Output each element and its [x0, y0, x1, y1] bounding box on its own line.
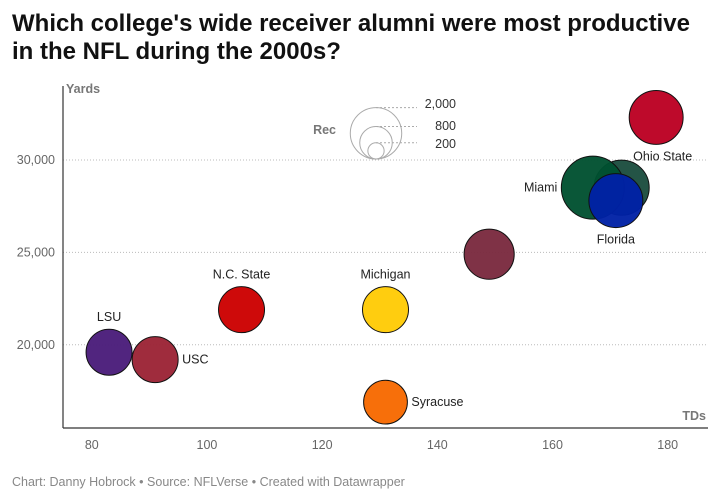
legend-label: 200	[435, 137, 456, 151]
data-point	[85, 328, 133, 376]
point-label: Florida	[597, 233, 635, 247]
point-label: Miami	[524, 181, 557, 195]
data-points	[85, 89, 684, 425]
y-axis-title: Yards	[66, 82, 100, 96]
y-tick-label: 25,000	[17, 245, 55, 259]
y-axis-ticks: 20,000 25,000 30,000	[17, 153, 55, 352]
point-label: USC	[182, 353, 208, 367]
size-legend: Rec 2,000 800 200	[313, 97, 456, 160]
data-point	[628, 89, 684, 145]
point-label: Michigan	[360, 268, 410, 282]
legend-circle	[367, 142, 385, 160]
data-point	[363, 379, 408, 425]
x-axis-title: TDs	[682, 409, 706, 423]
footer-separator: •	[139, 475, 144, 489]
x-tick-label: 100	[197, 438, 218, 452]
legend-label: 800	[435, 119, 456, 133]
legend-title: Rec	[313, 123, 336, 137]
scatter-chart: 20,000 25,000 30,000 80 100 120 140 160 180 LSU…	[17, 82, 708, 452]
x-tick-label: 160	[542, 438, 563, 452]
point-label: Ohio State	[633, 149, 692, 163]
x-tick-label: 140	[427, 438, 448, 452]
x-tick-label: 80	[85, 438, 99, 452]
x-axis-ticks: 80 100 120 140 160 180	[85, 438, 678, 452]
data-point	[463, 228, 515, 280]
legend-circle	[349, 107, 403, 160]
x-tick-label: 180	[657, 438, 678, 452]
y-tick-label: 30,000	[17, 153, 55, 167]
chart-title: Which college's wide receiver alumni wer…	[12, 10, 690, 65]
x-tick-label: 120	[312, 438, 333, 452]
data-point	[588, 173, 644, 229]
y-tick-label: 20,000	[17, 338, 55, 352]
footer-separator: •	[251, 475, 257, 489]
legend-label: 2,000	[425, 97, 456, 111]
footer-source: Source: NFLVerse	[147, 475, 249, 489]
footer-created: Created with Datawrapper	[259, 475, 405, 489]
footer-author: Chart: Danny Hobrock	[12, 475, 136, 489]
data-point	[362, 286, 409, 334]
point-label: Syracuse	[411, 395, 463, 409]
point-labels: LSU USC N.C. State Michigan Syracuse Ohio Sta…	[97, 149, 692, 409]
data-point	[131, 336, 179, 384]
point-label: N.C. State	[213, 268, 271, 282]
data-point	[218, 286, 266, 334]
footer: Chart: Danny Hobrock • Source: NFLVerse …	[12, 475, 405, 489]
point-label: LSU	[97, 310, 121, 324]
